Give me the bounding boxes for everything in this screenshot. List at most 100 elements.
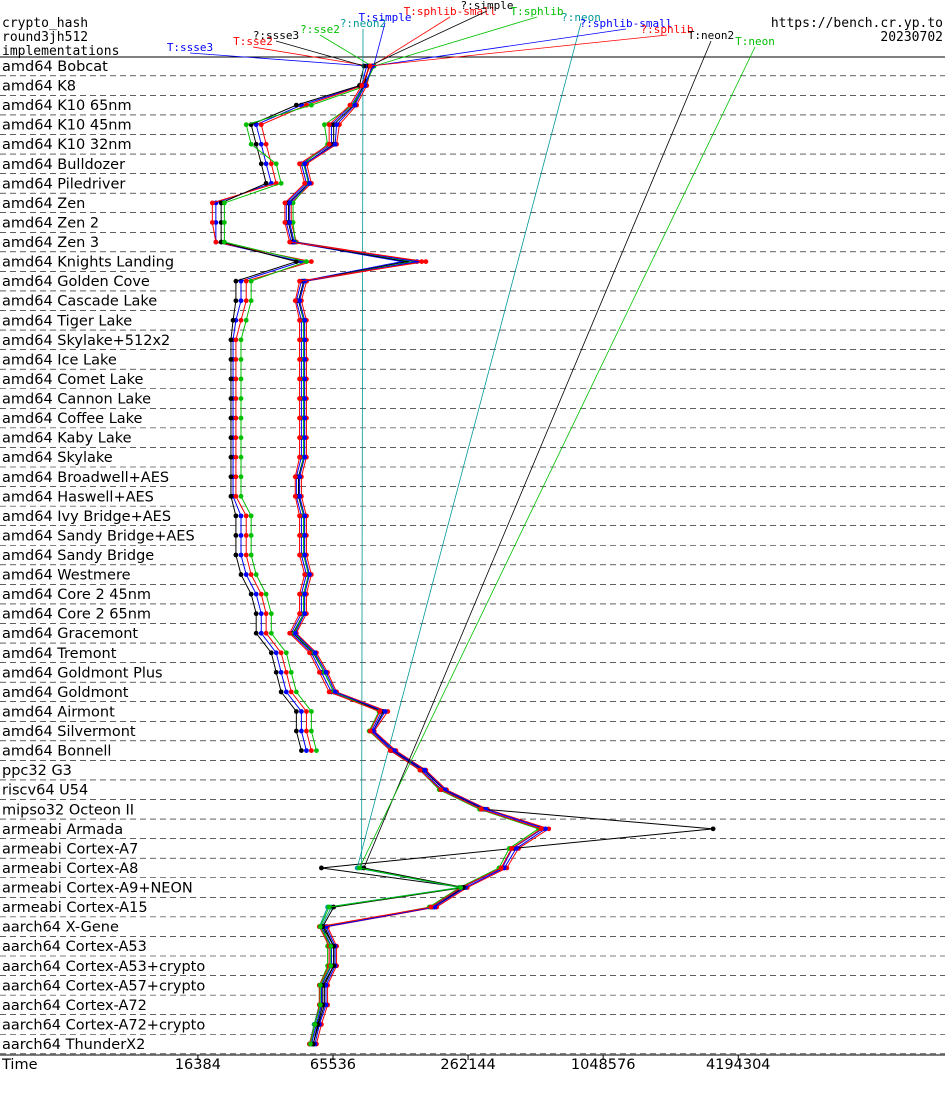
x-tick-label: 65536 (310, 1057, 356, 1073)
data-point (546, 826, 552, 832)
data-point (263, 611, 269, 617)
data-point (321, 122, 327, 128)
row-label: amd64 Cascade Lake (2, 294, 157, 310)
date: 20230702 (880, 30, 943, 45)
legend-leader (189, 52, 367, 67)
data-point (302, 317, 308, 323)
data-point (243, 533, 249, 538)
data-point (428, 904, 434, 910)
data-point (323, 669, 329, 675)
row-label: amd64 Goldmont Plus (2, 665, 163, 681)
data-point (302, 572, 308, 577)
legend-label: ?:ssse3 (253, 29, 299, 42)
data-point (297, 474, 302, 480)
row-label: amd64 K10 65nm (2, 98, 132, 114)
data-point (209, 220, 215, 225)
data-point (292, 493, 298, 499)
row-label: amd64 Kaby Lake (2, 431, 132, 447)
data-point (238, 474, 244, 480)
legend-leader (356, 22, 582, 869)
legend-title: implementations (2, 44, 119, 59)
data-point (253, 611, 259, 617)
data-point (253, 572, 259, 577)
data-point (287, 200, 293, 206)
row-label: amd64 Broadwell+AES (2, 470, 169, 486)
data-point (238, 337, 244, 343)
data-point (293, 689, 299, 695)
data-point (513, 846, 519, 851)
legend-label: T:simple (359, 11, 412, 24)
data-point (297, 435, 302, 441)
data-point (308, 1041, 313, 1047)
data-point (238, 298, 244, 304)
series-line (223, 65, 373, 751)
data-point (308, 709, 314, 714)
row-label: amd64 Airmont (2, 704, 115, 720)
legend-leader (361, 28, 364, 868)
data-point (391, 748, 397, 753)
row-label: armeabi Cortex-A7 (2, 841, 138, 857)
row-label: amd64 Skylake (2, 450, 113, 466)
data-point (297, 591, 302, 597)
data-point (302, 533, 308, 538)
data-point (304, 259, 309, 264)
data-point (297, 357, 302, 362)
data-point (213, 220, 219, 225)
row-label: amd64 Goldmont (2, 685, 129, 701)
data-point (248, 141, 254, 147)
data-point (297, 533, 302, 538)
data-point (233, 493, 239, 499)
x-tick-label: 262144 (440, 1057, 495, 1073)
data-point (287, 239, 293, 245)
data-point (387, 748, 393, 753)
data-point (292, 298, 298, 304)
data-point (278, 669, 284, 675)
data-point (228, 357, 234, 362)
row-label: amd64 Core 2 65nm (2, 607, 151, 623)
data-point (297, 513, 302, 519)
row-label: amd64 Bulldozer (2, 157, 125, 173)
data-point (352, 102, 358, 108)
legend-label: T:sphlib (511, 5, 564, 18)
row-label: amd64 Coffee Lake (2, 411, 143, 427)
data-point (326, 141, 332, 147)
x-tick-label: 4194304 (706, 1057, 771, 1073)
data-point (297, 376, 302, 382)
data-point (297, 298, 302, 304)
data-point (290, 220, 296, 225)
row-label: aarch64 Cortex-A57+crypto (2, 978, 205, 994)
data-point (299, 748, 304, 753)
series-line (211, 65, 370, 751)
data-point (248, 572, 254, 577)
legend-leader (373, 22, 386, 67)
data-point (297, 161, 302, 167)
data-point (258, 591, 264, 597)
data-point (248, 533, 254, 538)
data-point (228, 337, 234, 343)
data-point (308, 102, 314, 108)
data-point (308, 748, 314, 753)
data-point (263, 161, 269, 167)
data-point (297, 317, 302, 323)
data-point (423, 259, 429, 264)
data-point (221, 220, 227, 225)
data-point (297, 396, 302, 401)
data-point (297, 552, 302, 558)
data-point (278, 650, 284, 656)
data-point (238, 493, 244, 499)
data-point (302, 415, 308, 421)
row-label: amd64 Knights Landing (2, 255, 174, 271)
data-point (221, 239, 227, 245)
row-label: amd64 K8 (2, 79, 76, 95)
data-point (299, 709, 304, 714)
data-point (347, 102, 353, 108)
data-point (498, 865, 504, 871)
data-point (283, 689, 289, 695)
row-label: amd64 K10 45nm (2, 118, 132, 134)
data-point (230, 317, 236, 323)
data-point (297, 337, 302, 343)
row-label: aarch64 Cortex-A53 (2, 939, 147, 955)
data-point (316, 669, 322, 675)
data-point (278, 180, 284, 186)
